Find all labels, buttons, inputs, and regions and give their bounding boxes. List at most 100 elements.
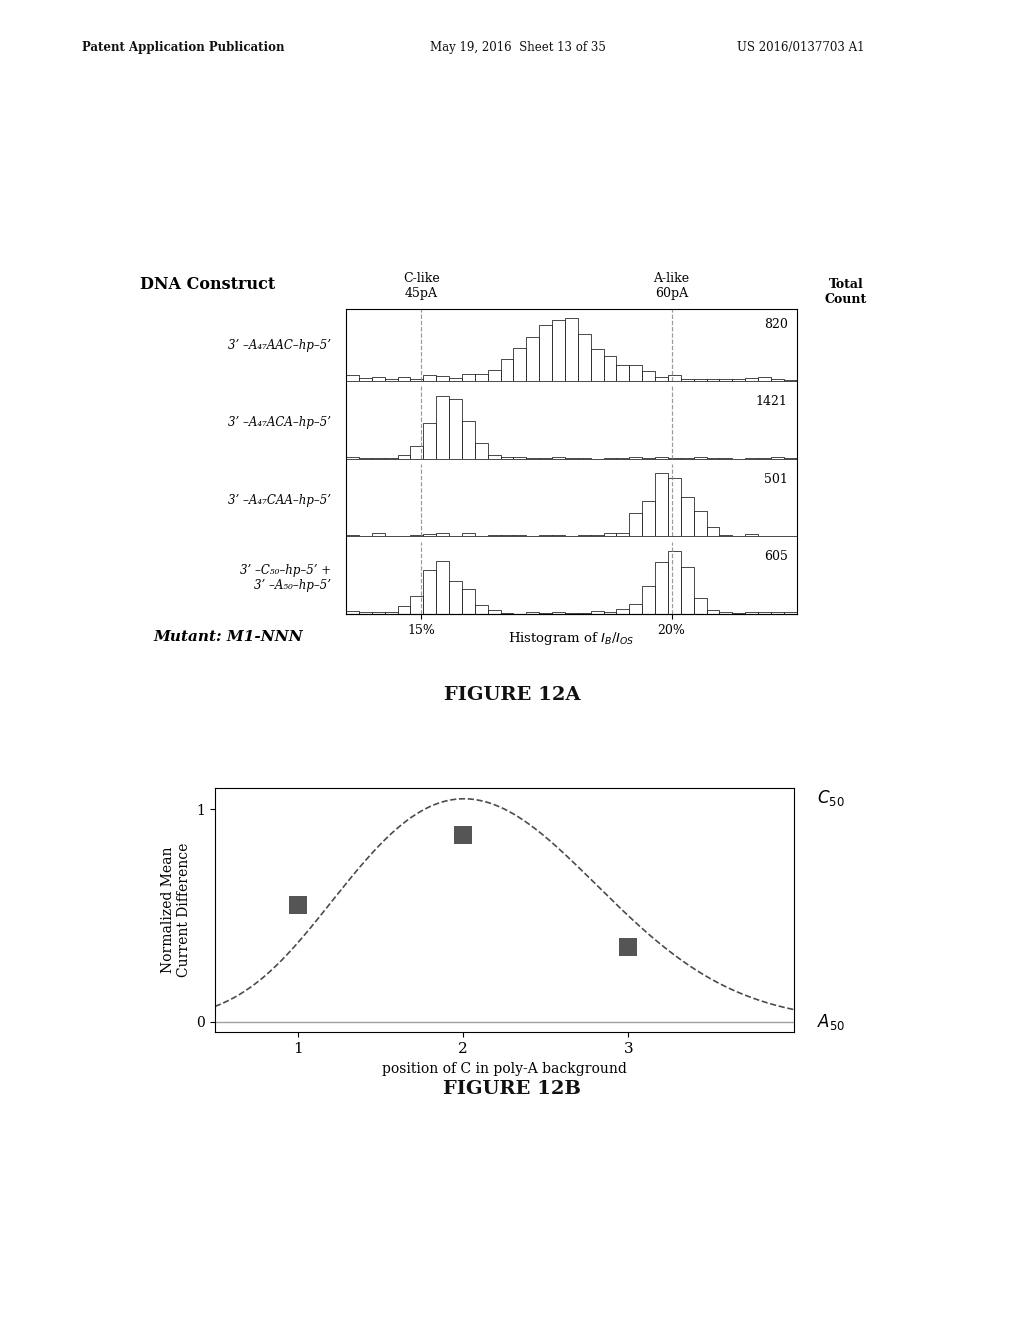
- Bar: [603, 356, 616, 381]
- Bar: [642, 502, 655, 536]
- Bar: [693, 598, 707, 614]
- Bar: [397, 455, 411, 458]
- Bar: [501, 359, 513, 381]
- Bar: [423, 533, 436, 536]
- Bar: [436, 396, 450, 458]
- Bar: [655, 474, 668, 536]
- Point: [455, 824, 471, 845]
- Bar: [668, 550, 681, 614]
- Bar: [591, 611, 603, 614]
- Bar: [423, 375, 436, 381]
- Bar: [745, 533, 758, 536]
- Bar: [475, 374, 487, 381]
- Bar: [450, 399, 462, 458]
- Text: 3’ –A₄₇AAC–hp–5’: 3’ –A₄₇AAC–hp–5’: [227, 338, 331, 351]
- Bar: [630, 457, 642, 458]
- Bar: [540, 325, 552, 381]
- Text: 3’ –A₄₇ACA–hp–5’: 3’ –A₄₇ACA–hp–5’: [227, 416, 331, 429]
- Y-axis label: Normalized Mean
Current Difference: Normalized Mean Current Difference: [161, 843, 190, 977]
- Bar: [411, 446, 423, 458]
- Bar: [513, 348, 526, 381]
- Bar: [359, 378, 372, 381]
- Bar: [707, 527, 720, 536]
- Bar: [397, 378, 411, 381]
- Bar: [758, 378, 771, 381]
- Bar: [436, 376, 450, 381]
- Bar: [487, 370, 501, 381]
- Bar: [668, 375, 681, 381]
- Bar: [411, 597, 423, 614]
- Bar: [552, 612, 565, 614]
- Bar: [707, 610, 720, 614]
- Text: C-like
45pA: C-like 45pA: [402, 272, 439, 300]
- Bar: [385, 611, 397, 614]
- Bar: [487, 610, 501, 614]
- Text: Total
Count: Total Count: [824, 279, 867, 306]
- Bar: [693, 511, 707, 536]
- Bar: [616, 364, 630, 381]
- Text: A-like
60pA: A-like 60pA: [653, 272, 689, 300]
- Text: 1421: 1421: [756, 395, 787, 408]
- Bar: [668, 478, 681, 536]
- Bar: [642, 371, 655, 381]
- Bar: [720, 379, 732, 381]
- Text: $A_{50}$: $A_{50}$: [817, 1012, 845, 1032]
- Text: FIGURE 12B: FIGURE 12B: [443, 1080, 581, 1098]
- Bar: [603, 611, 616, 614]
- Bar: [526, 612, 540, 614]
- Text: DNA Construct: DNA Construct: [140, 276, 275, 293]
- Bar: [642, 586, 655, 614]
- Bar: [526, 337, 540, 381]
- Bar: [745, 611, 758, 614]
- X-axis label: position of C in poly-A background: position of C in poly-A background: [382, 1061, 627, 1076]
- Bar: [693, 457, 707, 458]
- Text: $C_{50}$: $C_{50}$: [817, 788, 845, 808]
- Bar: [513, 535, 526, 536]
- Text: 501: 501: [764, 473, 787, 486]
- Bar: [552, 535, 565, 536]
- Bar: [771, 379, 783, 381]
- Bar: [487, 455, 501, 458]
- Bar: [732, 379, 745, 381]
- Text: FIGURE 12A: FIGURE 12A: [443, 686, 581, 705]
- Bar: [475, 444, 487, 458]
- Text: US 2016/0137703 A1: US 2016/0137703 A1: [737, 41, 865, 54]
- Bar: [758, 611, 771, 614]
- Bar: [501, 457, 513, 458]
- Bar: [436, 561, 450, 614]
- Text: Patent Application Publication: Patent Application Publication: [82, 41, 285, 54]
- Bar: [385, 379, 397, 381]
- Bar: [630, 513, 642, 536]
- Text: 820: 820: [764, 318, 787, 330]
- Text: 605: 605: [764, 550, 787, 564]
- Bar: [616, 533, 630, 536]
- Bar: [475, 605, 487, 614]
- Bar: [450, 378, 462, 381]
- Bar: [372, 611, 385, 614]
- Bar: [693, 379, 707, 381]
- Bar: [462, 589, 475, 614]
- Bar: [783, 612, 797, 614]
- Bar: [720, 611, 732, 614]
- Bar: [462, 421, 475, 458]
- Bar: [591, 350, 603, 381]
- Bar: [346, 457, 359, 458]
- Bar: [346, 611, 359, 614]
- Bar: [616, 609, 630, 614]
- Bar: [655, 562, 668, 614]
- Bar: [436, 533, 450, 536]
- Bar: [423, 570, 436, 614]
- Bar: [462, 533, 475, 536]
- Bar: [552, 319, 565, 381]
- Text: Mutant: M1-NNN: Mutant: M1-NNN: [154, 630, 303, 644]
- Bar: [745, 378, 758, 381]
- Bar: [578, 334, 591, 381]
- Bar: [603, 533, 616, 536]
- Bar: [450, 581, 462, 614]
- Bar: [411, 379, 423, 381]
- Bar: [501, 535, 513, 536]
- Bar: [397, 606, 411, 614]
- Bar: [630, 605, 642, 614]
- Point: [290, 894, 306, 915]
- Bar: [655, 378, 668, 381]
